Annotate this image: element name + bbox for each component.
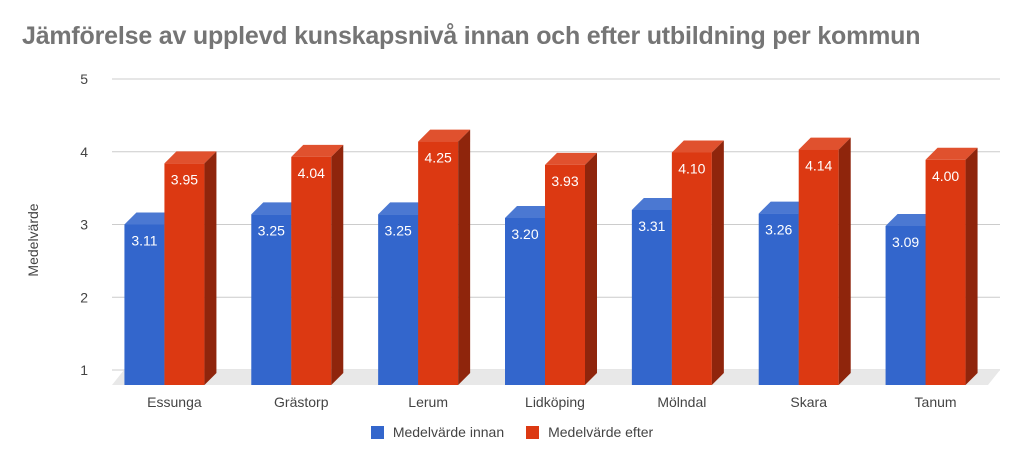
bar-innan-front xyxy=(885,225,926,385)
bar-efter-front xyxy=(925,159,966,385)
data-label: 3.31 xyxy=(638,218,665,234)
bar-efter-top xyxy=(291,144,344,157)
data-label: 4.25 xyxy=(425,150,452,166)
data-label: 4.14 xyxy=(805,158,832,174)
bar-efter-side xyxy=(331,144,344,385)
data-label: 4.10 xyxy=(678,160,705,176)
data-label: 3.93 xyxy=(551,173,578,189)
bar-efter-side xyxy=(965,147,978,385)
bars: 3.11 3.95 3.25 4.04 3.25 4.25 3.20 3.93 3.31 4.10… xyxy=(124,129,978,385)
bar-efter-top xyxy=(545,152,597,165)
bar-innan-top xyxy=(251,202,304,215)
data-label: 4.04 xyxy=(298,165,325,181)
y-axis-label: Medelvärde xyxy=(25,203,41,276)
bar-efter-front xyxy=(291,156,332,385)
legend-item-innan: Medelvärde innan xyxy=(370,424,505,440)
legend-swatch-efter xyxy=(526,425,540,439)
x-tick-label: Essunga xyxy=(147,394,202,410)
bar-efter-top xyxy=(418,129,471,142)
x-axis-ticks: Essunga Grästorp Lerum Lidköping Mölndal Skar… xyxy=(147,394,956,410)
bar-efter-top xyxy=(798,137,851,150)
bar-innan-front xyxy=(251,214,292,385)
bar-innan-top xyxy=(505,205,557,218)
y-tick-label: 5 xyxy=(80,71,88,87)
y-tick-label: 4 xyxy=(80,144,88,160)
bar-innan-top xyxy=(885,213,938,226)
chart-title: Jämförelse av upplevd kunskapsnivå innan… xyxy=(22,22,921,50)
legend-label-innan: Medelvärde innan xyxy=(392,424,505,440)
legend: Medelvärde innan Medelvärde efter xyxy=(0,424,1024,440)
bar-innan-front xyxy=(758,213,799,385)
bar-efter-side xyxy=(838,137,851,385)
data-label: 3.11 xyxy=(131,232,157,248)
x-tick-label: Skara xyxy=(790,394,827,410)
y-tick-label: 2 xyxy=(80,289,88,305)
bar-innan-top xyxy=(758,201,811,214)
bar-efter-front xyxy=(418,141,459,385)
bar-innan-top xyxy=(631,197,684,210)
y-axis-ticks: 1 2 3 4 5 xyxy=(80,71,88,378)
data-label: 3.09 xyxy=(892,234,919,250)
bar-innan-front xyxy=(505,217,545,385)
bar-efter-front xyxy=(671,152,712,385)
bar-efter-front xyxy=(545,164,585,385)
data-label: 3.26 xyxy=(765,222,792,238)
bar-efter-side xyxy=(711,140,724,385)
x-tick-label: Tanum xyxy=(915,394,957,410)
y-tick-label: 3 xyxy=(80,217,88,233)
bar-efter-front xyxy=(164,163,205,385)
bar-innan-front xyxy=(378,214,419,385)
x-tick-label: Mölndal xyxy=(657,394,706,410)
bar-innan-top xyxy=(378,202,431,215)
bar-efter-top xyxy=(671,140,724,153)
bar-efter-front xyxy=(798,149,839,385)
bar-efter-side xyxy=(585,152,597,385)
x-tick-label: Lerum xyxy=(408,394,448,410)
legend-item-efter: Medelvärde efter xyxy=(526,424,653,440)
bar-efter-side xyxy=(204,151,217,385)
bar-efter-top xyxy=(925,147,978,160)
x-tick-label: Grästorp xyxy=(274,394,329,410)
data-label: 3.25 xyxy=(385,222,412,238)
bar-efter-side xyxy=(458,129,471,385)
data-label: 4.00 xyxy=(932,168,959,184)
data-label: 3.95 xyxy=(171,171,198,187)
bar-innan-top xyxy=(124,212,177,225)
data-label: 3.25 xyxy=(258,222,285,238)
y-tick-label: 1 xyxy=(80,362,88,378)
bar-efter-top xyxy=(164,151,217,164)
bar-innan-front xyxy=(124,224,165,385)
bar-innan-front xyxy=(631,209,672,385)
data-label: 3.20 xyxy=(511,226,538,242)
legend-swatch-innan xyxy=(370,425,384,439)
x-tick-label: Lidköping xyxy=(525,394,585,410)
legend-label-efter: Medelvärde efter xyxy=(548,424,654,440)
